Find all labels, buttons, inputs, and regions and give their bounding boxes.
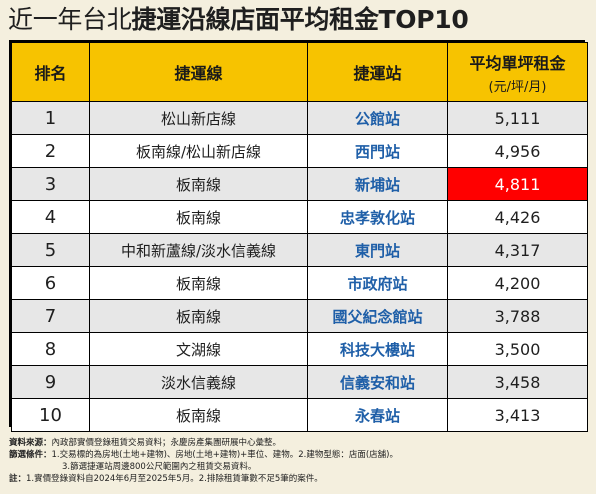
table-row: 1 松山新店線 公館站 5,111 [11, 101, 588, 135]
rank-cell: 3 [11, 167, 90, 201]
condition-text: 1.交易標的為房地(土地+建物)、房地(土地+建物)+車位、建物。2.建物型態：… [51, 450, 399, 460]
header-rent-label: 平均單坪租金 [469, 53, 566, 73]
rent-table-container: 排名 捷運線 捷運站 平均單坪租金 (元/坪/月) 1 松山新店線 公館站 5,… [9, 40, 588, 432]
rank-cell: 2 [11, 134, 90, 168]
station-cell: 新埔站 [307, 167, 448, 201]
rent-cell: 3,458 [447, 365, 588, 399]
rent-cell-highlighted: 4,811 [447, 167, 588, 201]
title-main: 捷運沿線店面平均租金TOP10 [131, 5, 469, 34]
note-text: 1.實價登錄資料自2024年6月至2025年5月。2.排除租賃筆數不足5筆的案件… [26, 474, 323, 484]
line-cell: 淡水信義線 [89, 365, 308, 399]
rent-cell: 3,788 [447, 299, 588, 333]
rent-cell: 4,317 [447, 233, 588, 267]
page-title: 近一年台北捷運沿線店面平均租金TOP10 [8, 4, 592, 36]
line-cell: 板南線 [89, 398, 308, 432]
rent-cell: 4,200 [447, 266, 588, 300]
table-row: 5 中和新蘆線/淡水信義線 東門站 4,317 [11, 233, 588, 267]
table-header-row: 排名 捷運線 捷運站 平均單坪租金 (元/坪/月) [11, 42, 588, 102]
station-cell: 東門站 [307, 233, 448, 267]
condition-note-continued: 3.篩選捷運站周邊800公尺範圍內之租賃交易資料。 [9, 461, 589, 473]
station-cell: 西門站 [307, 134, 448, 168]
source-text: 內政部實價登錄租賃交易資料；永慶房產集團研展中心彙整。 [51, 438, 282, 448]
line-cell: 松山新店線 [89, 101, 308, 135]
rent-cell: 3,500 [447, 332, 588, 366]
header-line: 捷運線 [89, 42, 308, 102]
line-cell: 板南線 [89, 266, 308, 300]
footnotes: 資料來源：內政部實價登錄租賃交易資料；永慶房產集團研展中心彙整。 篩選條件：1.… [9, 437, 589, 485]
header-rent: 平均單坪租金 (元/坪/月) [447, 42, 588, 102]
table-row: 4 板南線 忠孝敦化站 4,426 [11, 200, 588, 234]
station-cell: 國父紀念館站 [307, 299, 448, 333]
note-label: 註： [9, 474, 27, 484]
rank-cell: 7 [11, 299, 90, 333]
table-row: 8 文湖線 科技大樓站 3,500 [11, 332, 588, 366]
rank-cell: 9 [11, 365, 90, 399]
condition-label: 篩選條件： [9, 450, 52, 460]
rank-cell: 6 [11, 266, 90, 300]
line-cell: 板南線/松山新店線 [89, 134, 308, 168]
rank-cell: 4 [11, 200, 90, 234]
header-rent-unit: (元/坪/月) [488, 79, 547, 95]
station-cell: 信義安和站 [307, 365, 448, 399]
rent-cell: 4,426 [447, 200, 588, 234]
line-cell: 中和新蘆線/淡水信義線 [89, 233, 308, 267]
rank-cell: 5 [11, 233, 90, 267]
table-row: 6 板南線 市政府站 4,200 [11, 266, 588, 300]
station-cell: 科技大樓站 [307, 332, 448, 366]
header-station: 捷運站 [307, 42, 448, 102]
table-row: 7 板南線 國父紀念館站 3,788 [11, 299, 588, 333]
line-cell: 板南線 [89, 167, 308, 201]
condition-note: 篩選條件：1.交易標的為房地(土地+建物)、房地(土地+建物)+車位、建物。2.… [9, 449, 589, 461]
title-prefix: 近一年台北 [8, 5, 132, 34]
table-row: 2 板南線/松山新店線 西門站 4,956 [11, 134, 588, 168]
source-note: 資料來源：內政部實價登錄租賃交易資料；永慶房產集團研展中心彙整。 [9, 437, 589, 449]
rent-cell: 5,111 [447, 101, 588, 135]
table-row: 9 淡水信義線 信義安和站 3,458 [11, 365, 588, 399]
line-cell: 板南線 [89, 200, 308, 234]
table-row: 3 板南線 新埔站 4,811 [11, 167, 588, 201]
header-rank: 排名 [11, 42, 90, 102]
rank-cell: 10 [11, 398, 90, 432]
rank-cell: 1 [11, 101, 90, 135]
condition-text-2: 3.篩選捷運站周邊800公尺範圍內之租賃交易資料。 [62, 462, 257, 472]
table-row: 10 板南線 永春站 3,413 [11, 398, 588, 432]
station-cell: 公館站 [307, 101, 448, 135]
rent-cell: 4,956 [447, 134, 588, 168]
line-cell: 文湖線 [89, 332, 308, 366]
station-cell: 永春站 [307, 398, 448, 432]
remark-note: 註：1.實價登錄資料自2024年6月至2025年5月。2.排除租賃筆數不足5筆的… [9, 473, 589, 485]
station-cell: 忠孝敦化站 [307, 200, 448, 234]
rent-cell: 3,413 [447, 398, 588, 432]
source-label: 資料來源： [9, 438, 52, 448]
rent-table: 排名 捷運線 捷運站 平均單坪租金 (元/坪/月) 1 松山新店線 公館站 5,… [11, 42, 588, 432]
station-cell: 市政府站 [307, 266, 448, 300]
line-cell: 板南線 [89, 299, 308, 333]
rank-cell: 8 [11, 332, 90, 366]
